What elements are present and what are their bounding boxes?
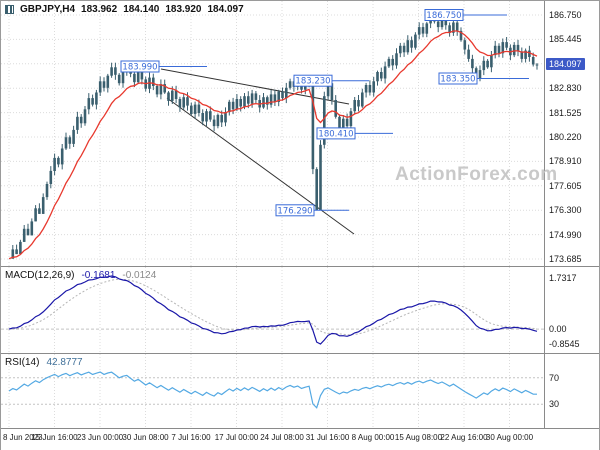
trendline[interactable] — [166, 97, 355, 235]
price-panel[interactable]: 186.750 183.990 183.230 183.350 180.410 176.2… — [1, 1, 599, 267]
price-label-box[interactable] — [424, 9, 464, 21]
price-label-box[interactable] — [293, 74, 333, 87]
price-label-text: 180.410 — [318, 129, 353, 139]
macd-gridlines — [8, 267, 510, 353]
rsi-indicator-label: RSI(14) 42.8777 — [5, 357, 83, 368]
macd-panel[interactable]: MACD(12,26,9) -0.1681 -0.0124 1.7317 0.00… — [1, 267, 599, 354]
macd-value-main: -0.1681 — [81, 270, 116, 281]
price-label-box[interactable] — [316, 127, 356, 140]
time-axis-label: 22 Aug 16:00 — [440, 433, 488, 442]
time-axis-label: 8 Jun 2023 — [3, 433, 43, 442]
candlestick-chart[interactable]: 186.750 183.990 183.230 183.350 180.410 176.2… — [1, 1, 546, 266]
price-label-text: 176.290 — [277, 206, 312, 216]
rsi-panel[interactable]: RSI(14) 42.8777 70 30 — [1, 354, 599, 429]
price-axis-label: 177.605 — [549, 180, 582, 191]
macd-signal-line — [8, 278, 538, 336]
rsi-axis-label: 30 — [549, 399, 560, 410]
rsi-gridlines — [8, 354, 510, 428]
rsi-axis-label: 70 — [549, 372, 560, 383]
price-axis-label: 180.220 — [549, 132, 582, 142]
macd-axis[interactable]: 1.7317 0.00 -0.8545 — [544, 267, 599, 353]
price-label-text: 186.750 — [426, 11, 461, 21]
price-axis-label: 178.910 — [549, 156, 582, 167]
chart-title-bar: GBPJPY,H4 183.962 184.140 183.920 184.09… — [5, 4, 244, 15]
price-annotations: 186.750 183.990 183.230 183.350 180.410 176.2… — [120, 9, 529, 217]
rsi-name: RSI(14) — [5, 357, 40, 368]
time-axis-label: 23 Jun 00:00 — [76, 433, 124, 442]
price-axis[interactable]: 186.750185.445184.135182.830181.525180.2… — [544, 1, 599, 266]
price-axis-label: 173.685 — [549, 254, 582, 264]
trendline[interactable] — [160, 68, 350, 105]
macd-indicator-label: MACD(12,26,9) -0.1681 -0.0124 — [5, 270, 156, 281]
price-label-box[interactable] — [275, 204, 315, 217]
price-axis-label: 182.830 — [549, 83, 582, 94]
price-axis-label: 176.300 — [549, 205, 582, 216]
watermark: ActionForex.com — [395, 164, 558, 185]
time-axis-label: 8 Aug 00:00 — [351, 433, 395, 442]
time-axis-label: 30 Jun 08:00 — [122, 433, 169, 442]
ohlc-high: 184.140 — [123, 4, 160, 15]
candles — [11, 14, 539, 259]
macd-axis-label: -0.8545 — [549, 339, 580, 349]
rsi-chart[interactable] — [1, 354, 546, 428]
time-axis-label: 7 Jul 16:00 — [171, 433, 211, 442]
chart-icon — [5, 5, 14, 14]
time-axis-label: 15 Jun 16:00 — [31, 433, 78, 442]
ohlc-open: 183.962 — [81, 4, 118, 15]
macd-main-line — [8, 275, 538, 345]
time-axis-label: 24 Jul 08:00 — [260, 433, 304, 442]
time-axis-label: 30 Aug 00:00 — [485, 433, 534, 442]
price-axis-label: 185.445 — [549, 34, 582, 45]
ohlc-close: 184.097 — [207, 4, 244, 15]
time-axis-label: 17 Jul 00:00 — [214, 433, 259, 442]
current-price-tag: 184.097 — [546, 57, 585, 70]
rsi-axis[interactable]: 70 30 — [544, 354, 599, 428]
symbol-timeframe-label: GBPJPY,H4 — [20, 4, 76, 15]
time-axis-label: 15 Aug 08:00 — [394, 433, 443, 442]
macd-axis-label: 0.00 — [549, 324, 567, 335]
moving-average-line — [8, 30, 538, 260]
time-axis-label: 31 Jul 16:00 — [305, 433, 350, 442]
rsi-value: 42.8777 — [46, 357, 83, 368]
rsi-line — [8, 371, 537, 409]
price-label-text: 183.350 — [440, 75, 475, 85]
ohlc-low: 183.920 — [165, 4, 202, 15]
price-axis-label: 186.750 — [549, 10, 582, 20]
trendlines[interactable] — [160, 68, 355, 235]
price-label-text: 183.990 — [122, 63, 157, 73]
macd-value-signal: -0.0124 — [122, 270, 157, 281]
price-label-box[interactable] — [120, 60, 160, 73]
macd-name: MACD(12,26,9) — [5, 270, 75, 281]
price-label-text: 183.230 — [295, 77, 330, 87]
macd-chart[interactable] — [1, 267, 546, 353]
time-axis[interactable]: 8 Jun 2023 15 Jun 16:00 23 Jun 00:00 30 Jun… — [1, 429, 599, 450]
price-label-box[interactable] — [438, 72, 478, 85]
macd-axis-label: 1.7317 — [549, 273, 577, 283]
price-axis-label: 181.525 — [549, 107, 582, 118]
price-axis-label: 174.990 — [549, 229, 582, 240]
